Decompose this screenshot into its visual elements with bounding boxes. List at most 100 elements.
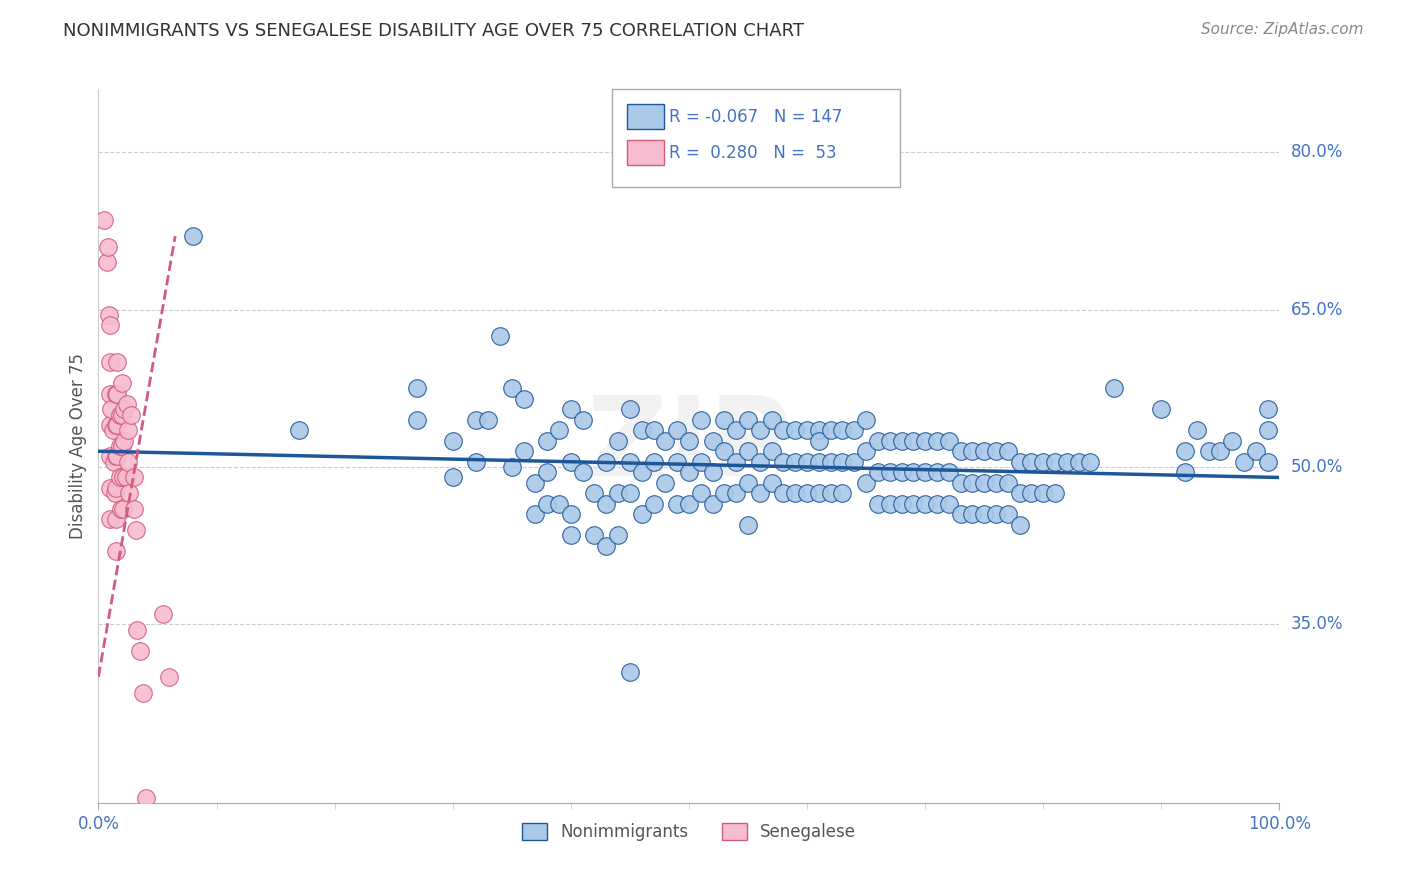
Point — [1174, 465, 1197, 479]
Point — [100, 402, 122, 417]
Point — [101, 423, 124, 437]
Point — [548, 497, 571, 511]
Point — [702, 465, 724, 479]
Point — [619, 665, 641, 679]
Point — [93, 213, 115, 227]
Point — [501, 460, 523, 475]
Point — [949, 507, 972, 521]
Point — [108, 408, 131, 422]
Point — [949, 475, 972, 490]
Point — [501, 381, 523, 395]
Point — [465, 455, 488, 469]
Point — [844, 423, 866, 437]
Point — [761, 444, 783, 458]
Point — [938, 434, 960, 448]
Point — [973, 507, 995, 521]
Point — [122, 502, 145, 516]
Point — [879, 434, 901, 448]
Text: 65.0%: 65.0% — [1291, 301, 1343, 318]
Point — [866, 465, 889, 479]
Point — [560, 528, 582, 542]
Point — [115, 397, 138, 411]
Point — [807, 455, 830, 469]
Point — [536, 497, 558, 511]
Point — [1185, 423, 1208, 437]
Point — [1080, 455, 1102, 469]
Point — [548, 423, 571, 437]
Point — [725, 423, 748, 437]
Point — [903, 497, 925, 511]
Point — [702, 497, 724, 511]
Point — [118, 486, 141, 500]
Point — [536, 434, 558, 448]
Point — [560, 402, 582, 417]
Point — [97, 239, 120, 253]
Point — [619, 455, 641, 469]
Point — [866, 434, 889, 448]
Point — [925, 465, 948, 479]
Point — [831, 423, 853, 437]
Point — [157, 670, 180, 684]
Point — [571, 465, 593, 479]
Text: Source: ZipAtlas.com: Source: ZipAtlas.com — [1201, 22, 1364, 37]
Point — [1067, 455, 1090, 469]
Text: R =  0.280   N =  53: R = 0.280 N = 53 — [669, 144, 837, 161]
Text: 50.0%: 50.0% — [1291, 458, 1343, 476]
Point — [105, 386, 128, 401]
Point — [619, 486, 641, 500]
Point — [962, 507, 984, 521]
Point — [973, 444, 995, 458]
Point — [796, 423, 818, 437]
Point — [1021, 486, 1043, 500]
Text: R = -0.067   N = 147: R = -0.067 N = 147 — [669, 108, 842, 126]
Point — [725, 455, 748, 469]
Y-axis label: Disability Age Over 75: Disability Age Over 75 — [69, 353, 87, 539]
Point — [654, 434, 676, 448]
Point — [560, 455, 582, 469]
Point — [132, 685, 155, 699]
Point — [465, 413, 488, 427]
Point — [949, 444, 972, 458]
Point — [110, 502, 132, 516]
Point — [1056, 455, 1078, 469]
Point — [938, 465, 960, 479]
Point — [702, 434, 724, 448]
Point — [643, 497, 665, 511]
Point — [135, 790, 157, 805]
Point — [807, 434, 830, 448]
Point — [984, 507, 1007, 521]
Point — [96, 255, 118, 269]
Point — [737, 413, 759, 427]
Point — [112, 470, 135, 484]
Point — [114, 470, 136, 484]
Point — [1220, 434, 1243, 448]
Point — [772, 455, 794, 469]
Text: NONIMMIGRANTS VS SENEGALESE DISABILITY AGE OVER 75 CORRELATION CHART: NONIMMIGRANTS VS SENEGALESE DISABILITY A… — [63, 22, 804, 40]
Text: 35.0%: 35.0% — [1291, 615, 1343, 633]
Point — [1174, 444, 1197, 458]
Point — [890, 465, 912, 479]
Point — [855, 475, 877, 490]
Point — [117, 423, 139, 437]
Point — [524, 475, 547, 490]
Point — [121, 408, 143, 422]
Point — [1043, 455, 1066, 469]
Point — [643, 423, 665, 437]
Point — [1008, 486, 1031, 500]
Point — [111, 439, 134, 453]
Point — [879, 497, 901, 511]
Point — [607, 486, 630, 500]
Point — [607, 528, 630, 542]
Point — [406, 381, 429, 395]
Point — [105, 481, 128, 495]
Point — [748, 486, 770, 500]
Point — [477, 413, 499, 427]
Point — [1209, 444, 1232, 458]
Point — [925, 434, 948, 448]
Point — [583, 486, 606, 500]
Point — [737, 517, 759, 532]
Point — [489, 328, 512, 343]
Point — [560, 507, 582, 521]
Point — [796, 455, 818, 469]
Point — [98, 355, 121, 369]
